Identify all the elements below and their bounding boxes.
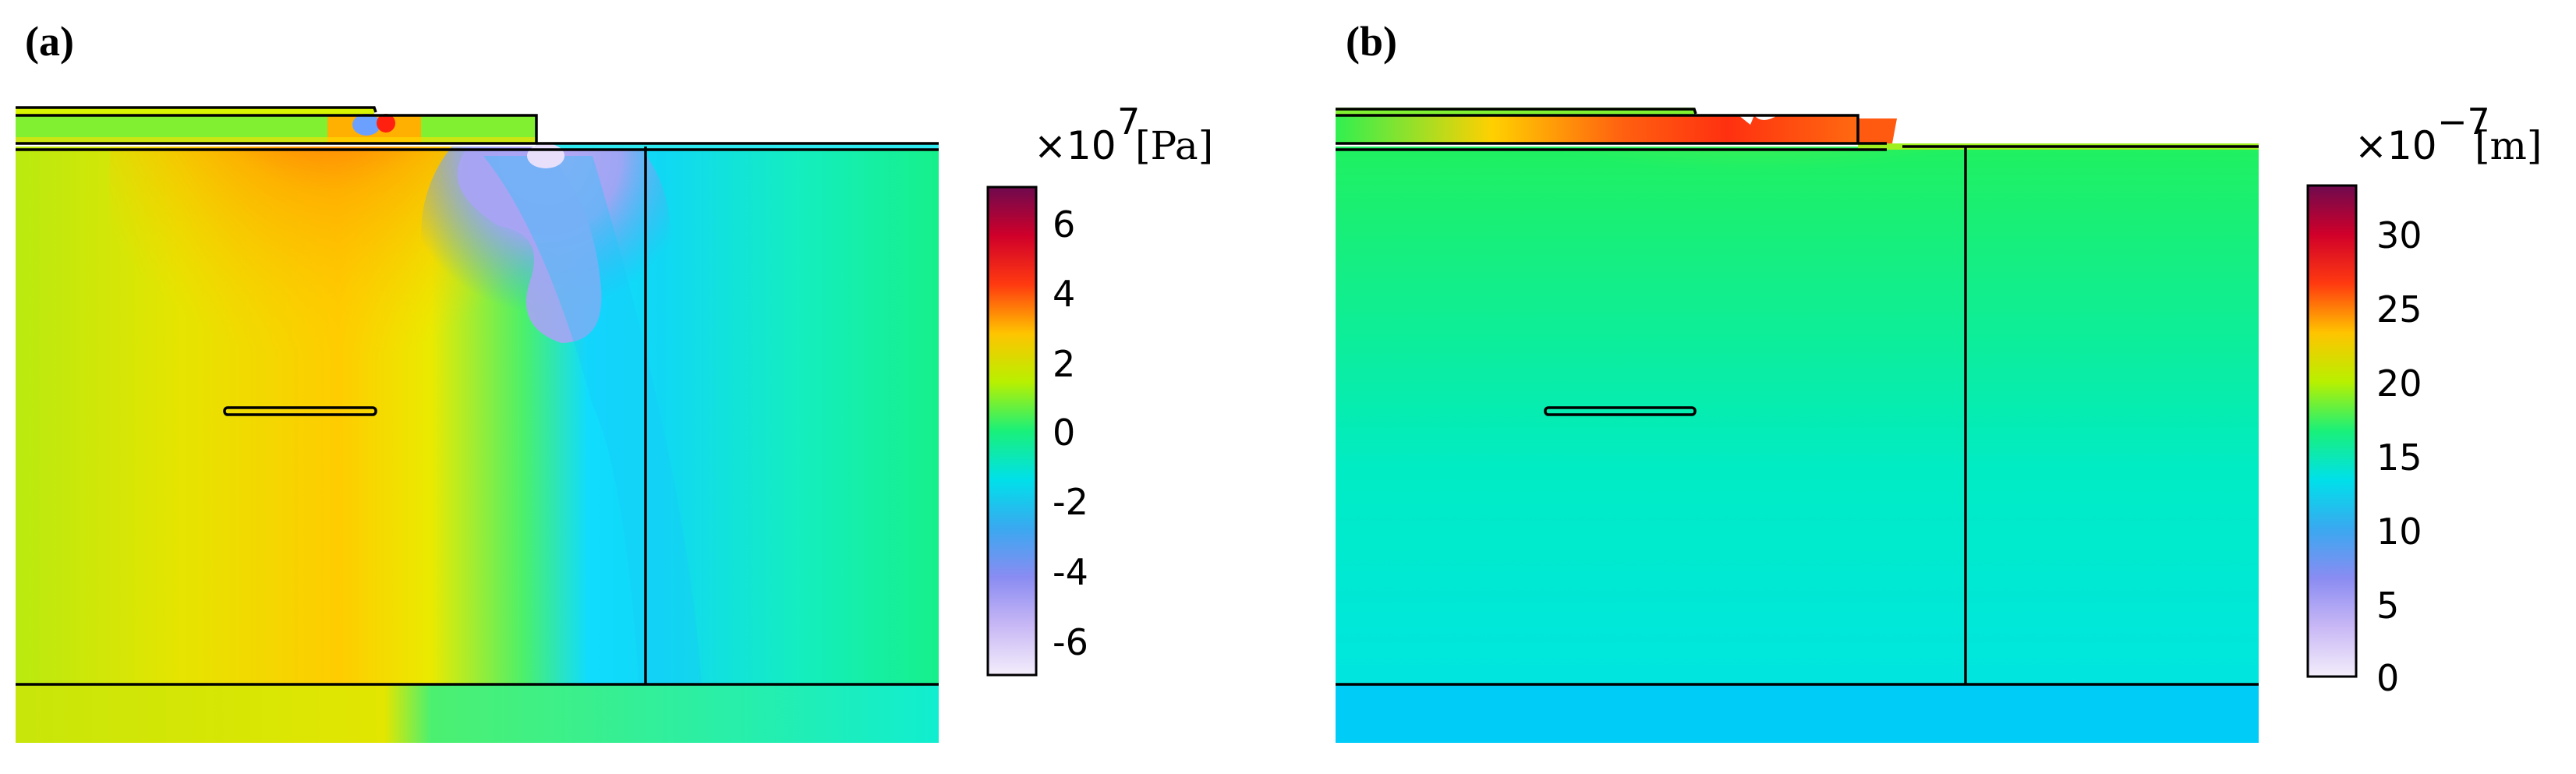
colorbar-b-prefix: ×10 (2355, 123, 2437, 168)
colorbar-b-unit: [m] (2475, 123, 2542, 168)
tick-label: 15 (2376, 436, 2422, 479)
tick-label: 2 (1053, 343, 1075, 385)
panel-a-label: (a) (25, 18, 74, 65)
tick-label: 0 (2376, 657, 2399, 699)
colorbar-a-exponent: 7 (1117, 101, 1140, 143)
tick-label: -2 (1053, 481, 1088, 523)
colorbar-a-ticks: 6 4 2 0 -2 -4 -6 (1053, 203, 1088, 663)
panel-b-plot (1336, 108, 2259, 743)
colorbar-b: ×10 −7 [m] 30 25 20 15 10 5 0 (2306, 101, 2542, 699)
colorbar-a-unit: [Pa] (1135, 123, 1213, 168)
panel-b-label: (b) (1346, 18, 1397, 65)
colorbar-a: ×10 7 [Pa] 6 4 2 0 -2 -4 -6 (986, 101, 1213, 677)
colorbar-a-prefix: ×10 (1034, 123, 1116, 168)
tick-label: 20 (2376, 362, 2422, 405)
tick-label: 6 (1053, 203, 1075, 246)
colorbar-b-ticks: 30 25 20 15 10 5 0 (2376, 214, 2422, 699)
tick-label: 30 (2376, 214, 2422, 256)
tick-label: 25 (2376, 288, 2422, 330)
tick-label: -6 (1053, 621, 1088, 663)
tick-label: 10 (2376, 511, 2422, 553)
panel-a-plot (16, 106, 939, 743)
tick-label: 4 (1053, 273, 1075, 315)
tick-label: 0 (1053, 412, 1075, 454)
tick-label: -4 (1053, 551, 1088, 593)
tick-label: 5 (2376, 585, 2399, 627)
colorbar-b-exponent: −7 (2437, 101, 2490, 143)
